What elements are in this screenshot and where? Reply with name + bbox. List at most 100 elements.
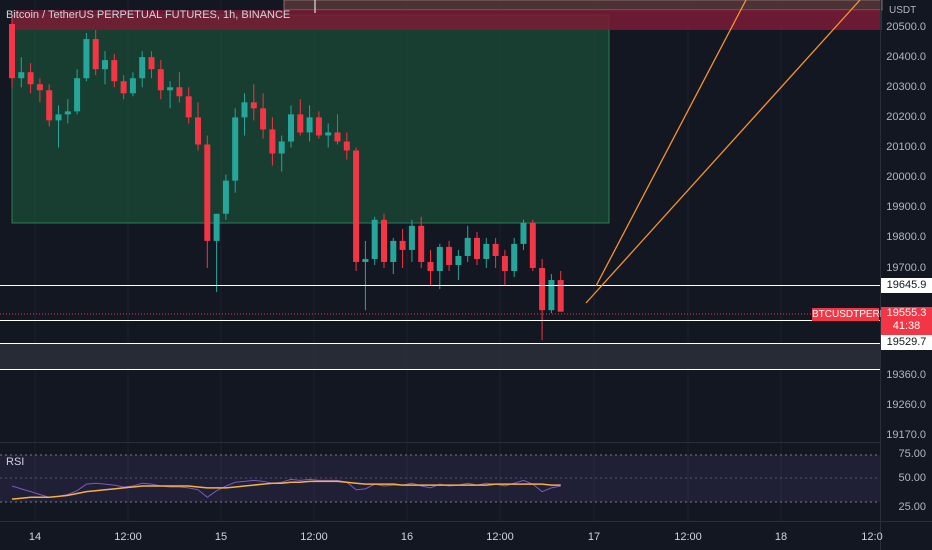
- price-tick: 19360.0: [886, 369, 926, 381]
- time-tick: 14: [28, 531, 42, 543]
- time-tick: 18: [774, 531, 788, 543]
- candle-body: [474, 237, 480, 259]
- candle-body: [539, 268, 546, 311]
- time-tick: 12:0: [861, 531, 883, 543]
- candle-body: [176, 87, 183, 97]
- red-zone[interactable]: [12, 10, 882, 30]
- candle-body: [213, 213, 220, 241]
- candle-body: [334, 132, 341, 142]
- candle-body: [362, 258, 369, 262]
- candle-body: [222, 180, 229, 214]
- price-tick: 19170.0: [886, 429, 926, 441]
- current-price-value: 19555.3: [886, 307, 927, 319]
- candle-body: [390, 240, 397, 262]
- time-tick: 17: [587, 531, 601, 543]
- candle-body: [129, 78, 136, 94]
- candle-body: [408, 225, 415, 250]
- time-tick: 12:00: [300, 531, 328, 543]
- price-tick: 19900.0: [886, 201, 926, 213]
- level-badge-19645: 19645.9: [881, 278, 932, 293]
- candle-body: [111, 60, 118, 82]
- trendline-steep[interactable]: [595, 0, 747, 287]
- candle-body: [55, 114, 62, 121]
- candle-body: [260, 108, 267, 130]
- time-tick: 12:00: [486, 531, 514, 543]
- candle-body: [232, 117, 239, 181]
- bar-countdown: 41:38: [892, 320, 921, 332]
- candle-body: [269, 129, 276, 154]
- candle-body: [353, 150, 360, 262]
- candle-body: [102, 60, 108, 70]
- candle-body: [278, 141, 285, 154]
- price-tick: 20500.0: [886, 21, 926, 33]
- level-badge-19529: 19529.7: [881, 335, 932, 350]
- candle-body: [46, 90, 53, 121]
- candle-body: [139, 57, 146, 79]
- candle-body: [167, 87, 174, 91]
- candle-body: [511, 243, 518, 272]
- price-tick: 20000.0: [886, 171, 926, 183]
- candle-body: [241, 102, 248, 118]
- time-tick: 12:00: [674, 531, 702, 543]
- candle-body: [204, 144, 211, 241]
- candles: [9, 14, 564, 341]
- candle-body: [343, 141, 350, 151]
- price-tick: 19260.0: [886, 399, 926, 411]
- chart-title: Bitcoin / TetherUS PERPETUAL FUTURES, 1h…: [6, 9, 291, 21]
- price-tick: 20200.0: [886, 111, 926, 123]
- price-unit: USDT: [889, 5, 917, 16]
- rsi-ma-line: [11, 480, 561, 500]
- time-tick: 12:00: [114, 531, 142, 543]
- rsi-tick: 50.00: [898, 472, 926, 484]
- price-tick: 19800.0: [886, 231, 926, 243]
- candle-body: [464, 237, 471, 256]
- candle-body: [492, 243, 499, 256]
- price-tick: 20400.0: [886, 51, 926, 63]
- candle-body: [9, 23, 15, 79]
- candle-body: [520, 222, 527, 244]
- candle-body: [36, 84, 43, 91]
- rsi-tick: 75.00: [898, 448, 926, 460]
- candle-body: [148, 57, 155, 70]
- candle-body: [436, 246, 443, 272]
- current-price-badge: 19555.3 41:38: [881, 307, 932, 335]
- rsi-tick: 25.00: [898, 501, 926, 513]
- candle-body: [297, 114, 304, 133]
- candle-body: [381, 219, 387, 262]
- symbol-badge: BTCUSDTPERP: [812, 308, 887, 321]
- candle-body: [250, 102, 257, 109]
- candle-body: [315, 117, 322, 136]
- time-tick: 16: [400, 531, 414, 543]
- candle-body: [399, 240, 406, 250]
- price-tick: 19700.0: [886, 262, 926, 274]
- gray-zone[interactable]: [0, 343, 880, 370]
- candle-body: [120, 81, 127, 94]
- candle-body: [64, 111, 71, 115]
- candle-body: [288, 114, 294, 142]
- candle-body: [483, 243, 490, 259]
- candle-body: [418, 225, 425, 262]
- trendline-shallow[interactable]: [585, 0, 861, 304]
- candle-body: [446, 246, 453, 265]
- red-zone-top[interactable]: [283, 0, 883, 11]
- candle-body: [185, 96, 192, 118]
- candle-body: [157, 69, 164, 91]
- candle-body: [557, 280, 564, 312]
- candle-body: [325, 132, 332, 136]
- candle-body: [74, 78, 81, 112]
- candle-body: [427, 261, 434, 272]
- candle-body: [501, 255, 508, 272]
- rsi-line: [11, 478, 561, 498]
- time-tick: 15: [214, 531, 228, 543]
- price-tick: 20300.0: [886, 81, 926, 93]
- candle-body: [92, 39, 99, 70]
- price-tick: 20100.0: [886, 141, 926, 153]
- candle-body: [18, 72, 25, 79]
- candle-body: [27, 72, 34, 85]
- candle-body: [548, 280, 555, 311]
- candle-body: [83, 39, 90, 79]
- candle-body: [195, 117, 201, 145]
- rsi-label[interactable]: RSI: [6, 456, 25, 468]
- candle-body: [306, 117, 313, 133]
